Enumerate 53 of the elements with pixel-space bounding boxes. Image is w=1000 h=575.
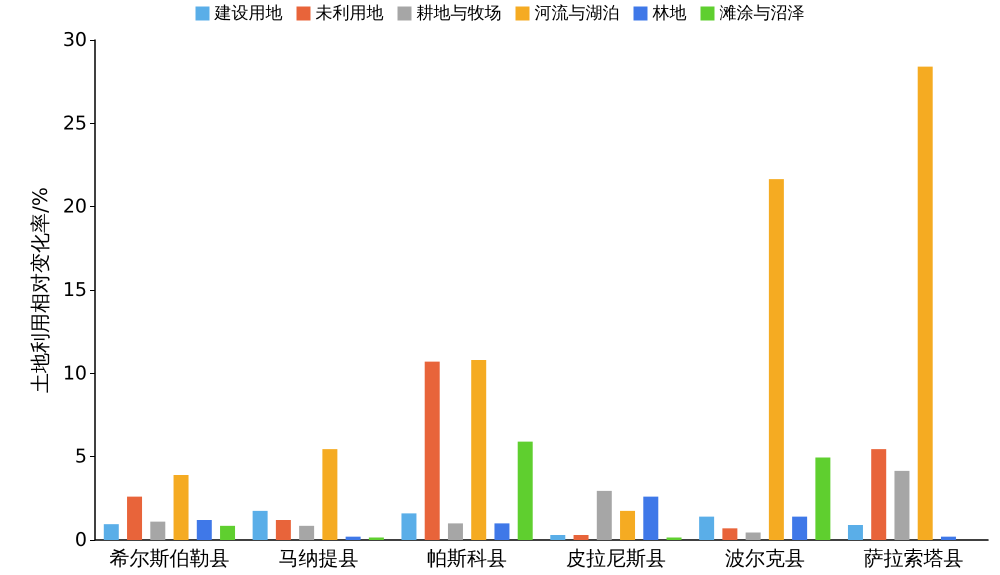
- bar: [894, 470, 910, 540]
- legend-label: 耕地与牧场: [416, 4, 502, 24]
- x-tick-label: 皮拉尼斯县: [566, 546, 666, 570]
- bar: [220, 526, 236, 540]
- y-axis-title: 土地利用相对变化率/%: [28, 187, 52, 393]
- bar: [150, 522, 166, 540]
- bar: [550, 535, 566, 540]
- y-tick-label: 20: [62, 196, 87, 218]
- y-tick-label: 0: [74, 529, 87, 551]
- x-tick-label: 波尔克县: [724, 546, 805, 570]
- bar: [299, 526, 314, 540]
- y-tick-label: 10: [62, 362, 87, 384]
- bar: [699, 516, 714, 540]
- bar: [574, 535, 589, 540]
- bar: [276, 520, 291, 540]
- y-tick-label: 25: [62, 112, 87, 134]
- y-tick-label: 30: [62, 29, 87, 51]
- x-tick-label: 萨拉索塔县: [864, 546, 964, 570]
- bar: [620, 510, 636, 540]
- bar: [643, 496, 658, 540]
- bar: [127, 496, 142, 540]
- legend-label: 河流与湖泊: [534, 4, 620, 24]
- bar: [768, 179, 784, 540]
- bar: [196, 520, 212, 540]
- x-tick-label: 希尔斯伯勒县: [109, 546, 230, 570]
- bar: [252, 510, 268, 540]
- bar: [494, 523, 510, 540]
- bar: [518, 442, 533, 540]
- bar: [424, 362, 440, 540]
- bar: [448, 523, 463, 540]
- bar: [401, 513, 416, 540]
- legend-label: 林地: [652, 4, 686, 24]
- bar: [322, 449, 338, 540]
- legend-label: 建设用地: [214, 4, 282, 24]
- x-tick-label: 帕斯科县: [427, 546, 508, 570]
- bar: [848, 525, 863, 540]
- y-tick-label: 5: [74, 446, 87, 468]
- bar: [746, 532, 761, 540]
- bar: [722, 528, 738, 540]
- bar: [815, 458, 830, 540]
- bar: [104, 524, 119, 540]
- bar: [174, 475, 189, 540]
- legend-label: 滩涂与沼泽: [720, 4, 804, 24]
- bar: [918, 66, 933, 540]
- legend-label: 未利用地: [316, 4, 384, 24]
- bar: [471, 360, 486, 540]
- bar: [346, 536, 361, 540]
- bar: [792, 516, 808, 540]
- y-tick-label: 15: [62, 279, 87, 301]
- bar: [940, 536, 956, 540]
- x-tick-label: 马纳提县: [278, 546, 358, 570]
- bar: [871, 449, 886, 540]
- bar: [596, 490, 612, 540]
